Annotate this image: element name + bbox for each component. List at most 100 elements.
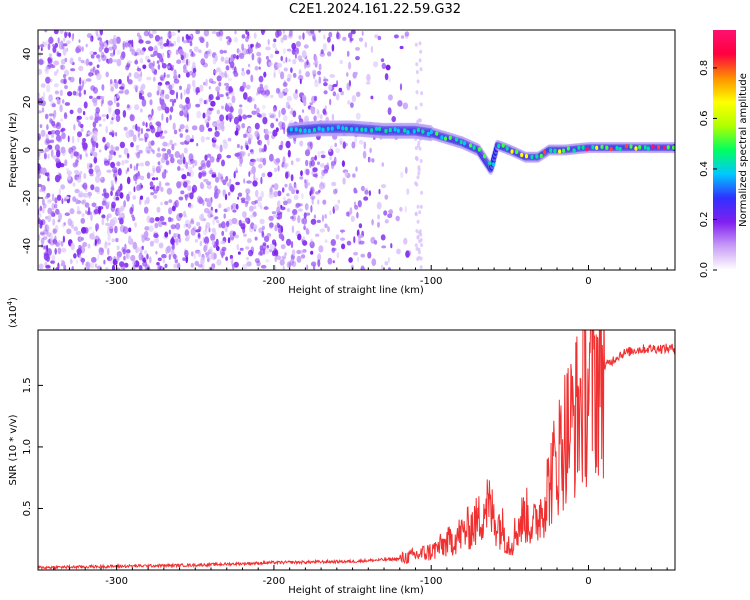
noise-blob [320,154,326,159]
noise-blob [140,128,143,135]
noise-blob [181,174,187,180]
noise-blob [261,225,265,230]
noise-blob [257,159,263,163]
noise-blob [176,91,178,100]
noise-blob [205,222,211,229]
noise-blob [143,30,150,37]
noise-blob [416,143,420,148]
noise-blob [203,81,207,86]
noise-blob [185,194,188,201]
noise-blob [102,136,106,143]
noise-blob [139,49,145,56]
noise-blob [143,206,149,214]
noise-blob [415,90,419,95]
noise-blob [58,212,62,221]
noise-blob [104,242,108,250]
noise-blob [73,151,79,157]
noise-blob [369,147,372,153]
noise-blob [302,240,308,246]
noise-blob [64,85,68,90]
noise-blob [98,123,102,127]
noise-blob [177,159,183,165]
noise-blob [85,43,88,48]
snr-panel: -300 -200 -100 0 0.51.01.5 Height of straig… [6,297,676,596]
noise-blob [102,118,106,122]
noise-blob [153,69,158,76]
noise-blob [418,210,422,215]
noise-blob [162,52,165,58]
noise-blob [331,181,337,187]
noise-blob [313,214,317,219]
noise-blob [390,243,393,249]
noise-blob [415,70,419,75]
noise-scatter [38,30,424,270]
noise-blob [297,55,303,61]
noise-blob [51,211,55,217]
noise-blob [136,184,141,191]
noise-blob [276,62,283,68]
x-tick-label: 0 [585,276,591,287]
noise-blob [226,206,231,212]
noise-blob [414,146,418,151]
noise-blob [281,107,286,115]
signal-peak [289,127,293,132]
signal-peak [459,140,463,145]
noise-blob [215,96,220,101]
noise-blob [210,206,213,211]
noise-blob [162,141,168,147]
noise-blob [54,90,60,95]
signal-peak [605,145,609,150]
noise-blob [228,192,231,196]
noise-blob [340,90,344,96]
noise-blob [76,115,82,120]
noise-blob [211,239,215,246]
noise-blob [211,31,217,35]
noise-blob [151,148,154,153]
noise-blob [78,121,82,127]
noise-blob [244,200,248,208]
noise-blob [39,188,44,193]
noise-blob [257,56,262,64]
signal-peak [520,152,524,158]
noise-blob [312,173,318,178]
noise-blob [315,233,320,237]
noise-blob [155,217,160,222]
noise-blob [169,89,175,96]
noise-blob [68,76,71,81]
noise-blob [119,141,126,149]
noise-blob [179,85,182,91]
noise-blob [299,176,304,180]
noise-blob [274,162,279,166]
noise-blob [97,253,100,261]
noise-blob [222,189,227,196]
noise-blob [174,258,178,264]
noise-blob [174,199,179,208]
noise-blob [190,52,196,58]
noise-blob [187,35,191,40]
signal-peak [448,135,452,140]
noise-blob [188,203,194,209]
noise-blob [220,240,226,245]
noise-blob [202,112,206,119]
noise-blob [275,222,279,228]
noise-blob [332,83,338,88]
noise-blob [132,134,137,143]
noise-blob [103,160,110,166]
noise-blob [52,114,56,120]
noise-blob [132,124,136,130]
noise-blob [263,84,269,91]
noise-blob [349,38,353,43]
noise-blob [246,69,251,75]
noise-blob [283,200,288,206]
noise-blob [65,168,70,172]
noise-blob [89,95,93,100]
noise-blob [260,264,267,269]
noise-blob [284,252,287,256]
noise-blob [248,249,254,257]
noise-blob [53,71,58,76]
noise-blob [238,150,245,159]
noise-blob [130,254,136,262]
noise-blob [86,33,92,39]
noise-blob [342,141,346,149]
